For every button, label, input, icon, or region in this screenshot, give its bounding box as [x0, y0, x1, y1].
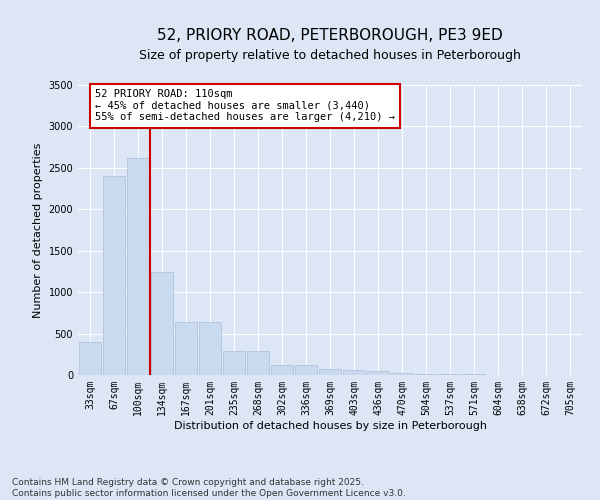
Bar [151, 272, 173, 375]
Bar [343, 370, 365, 375]
Y-axis label: Number of detached properties: Number of detached properties [33, 142, 43, 318]
Bar [103, 176, 125, 375]
Bar [463, 374, 485, 375]
Bar [415, 374, 437, 375]
Bar [391, 372, 413, 375]
Bar [199, 322, 221, 375]
Bar [247, 351, 269, 375]
Bar [367, 371, 389, 375]
Text: Size of property relative to detached houses in Peterborough: Size of property relative to detached ho… [139, 50, 521, 62]
Bar [295, 365, 317, 375]
Text: 52 PRIORY ROAD: 110sqm
← 45% of detached houses are smaller (3,440)
55% of semi-: 52 PRIORY ROAD: 110sqm ← 45% of detached… [95, 89, 395, 122]
Bar [127, 158, 149, 375]
Bar [79, 342, 101, 375]
Text: 52, PRIORY ROAD, PETERBOROUGH, PE3 9ED: 52, PRIORY ROAD, PETERBOROUGH, PE3 9ED [157, 28, 503, 42]
Text: Contains HM Land Registry data © Crown copyright and database right 2025.
Contai: Contains HM Land Registry data © Crown c… [12, 478, 406, 498]
Bar [175, 322, 197, 375]
Bar [271, 365, 293, 375]
Bar [223, 351, 245, 375]
Bar [439, 374, 461, 375]
X-axis label: Distribution of detached houses by size in Peterborough: Distribution of detached houses by size … [173, 420, 487, 430]
Bar [319, 369, 341, 375]
